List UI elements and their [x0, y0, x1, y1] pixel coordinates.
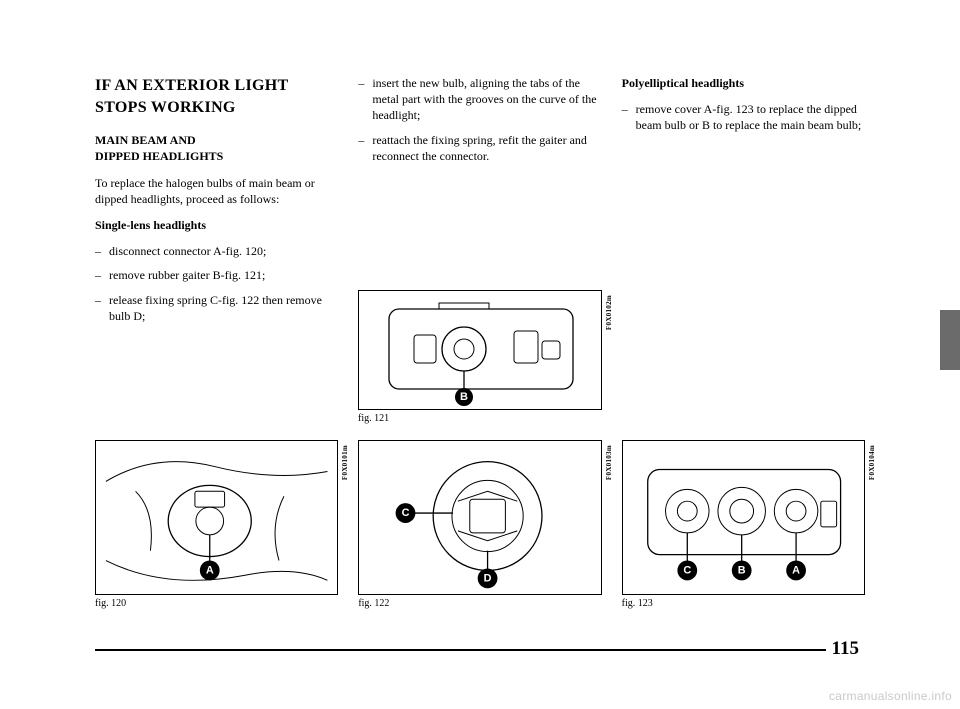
- figure-123: F0X0104m C B A: [622, 440, 865, 595]
- svg-text:A: A: [206, 564, 214, 576]
- figure-code: F0X0103m: [605, 445, 613, 480]
- figure-code: F0X0104m: [868, 445, 876, 480]
- figure-code: F0X0101m: [341, 445, 349, 480]
- section-tab: [940, 310, 960, 370]
- footer-rule: [95, 649, 865, 651]
- list-item: –reattach the fixing spring, refit the g…: [358, 132, 601, 164]
- page-title: IF AN EXTERIOR LIGHT STOPS WORKING: [95, 75, 338, 118]
- figure-code: F0X0102m: [605, 295, 613, 330]
- list-item: –remove rubber gaiter B-fig. 121;: [95, 267, 338, 283]
- page-number: 115: [826, 638, 865, 660]
- watermark: carmanualsonline.info: [829, 689, 952, 703]
- figure-123-wrap: F0X0104m C B A fig. 123: [622, 440, 865, 609]
- list-item: –disconnect connector A-fig. 120;: [95, 243, 338, 259]
- figure-caption: fig. 122: [358, 598, 601, 609]
- figure-caption: fig. 120: [95, 598, 338, 609]
- column-1: IF AN EXTERIOR LIGHT STOPS WORKING MAIN …: [95, 75, 338, 332]
- svg-text:C: C: [402, 507, 410, 519]
- list-item: –remove cover A-fig. 123 to replace the …: [622, 101, 865, 133]
- intro-text: To replace the halogen bulbs of main bea…: [95, 175, 338, 207]
- svg-text:B: B: [737, 564, 745, 576]
- figure-121: F0X0102m B: [358, 290, 602, 410]
- figure-caption: fig. 121: [358, 413, 602, 424]
- figure-122: F0X0103m C D: [358, 440, 601, 595]
- figure-122-wrap: F0X0103m C D fig. 122: [358, 440, 601, 609]
- column-3: Polyelliptical headlights –remove cover …: [622, 75, 865, 332]
- svg-text:C: C: [683, 564, 691, 576]
- figure-121-wrap: F0X0102m B fig. 121: [358, 290, 602, 424]
- figure-row: F0X0101m A fig. 120 F0X0103m: [95, 440, 865, 609]
- svg-text:D: D: [484, 572, 492, 584]
- svg-text:A: A: [792, 564, 800, 576]
- single-lens-head: Single-lens headlights: [95, 217, 338, 233]
- poly-head: Polyelliptical headlights: [622, 75, 865, 91]
- figure-120: F0X0101m A: [95, 440, 338, 595]
- figure-120-wrap: F0X0101m A fig. 120: [95, 440, 338, 609]
- list-item: –insert the new bulb, aligning the tabs …: [358, 75, 601, 124]
- svg-text:B: B: [460, 391, 468, 403]
- section-subhead: MAIN BEAM AND DIPPED HEADLIGHTS: [95, 132, 338, 164]
- list-item: –release fixing spring C-fig. 122 then r…: [95, 292, 338, 324]
- figure-caption: fig. 123: [622, 598, 865, 609]
